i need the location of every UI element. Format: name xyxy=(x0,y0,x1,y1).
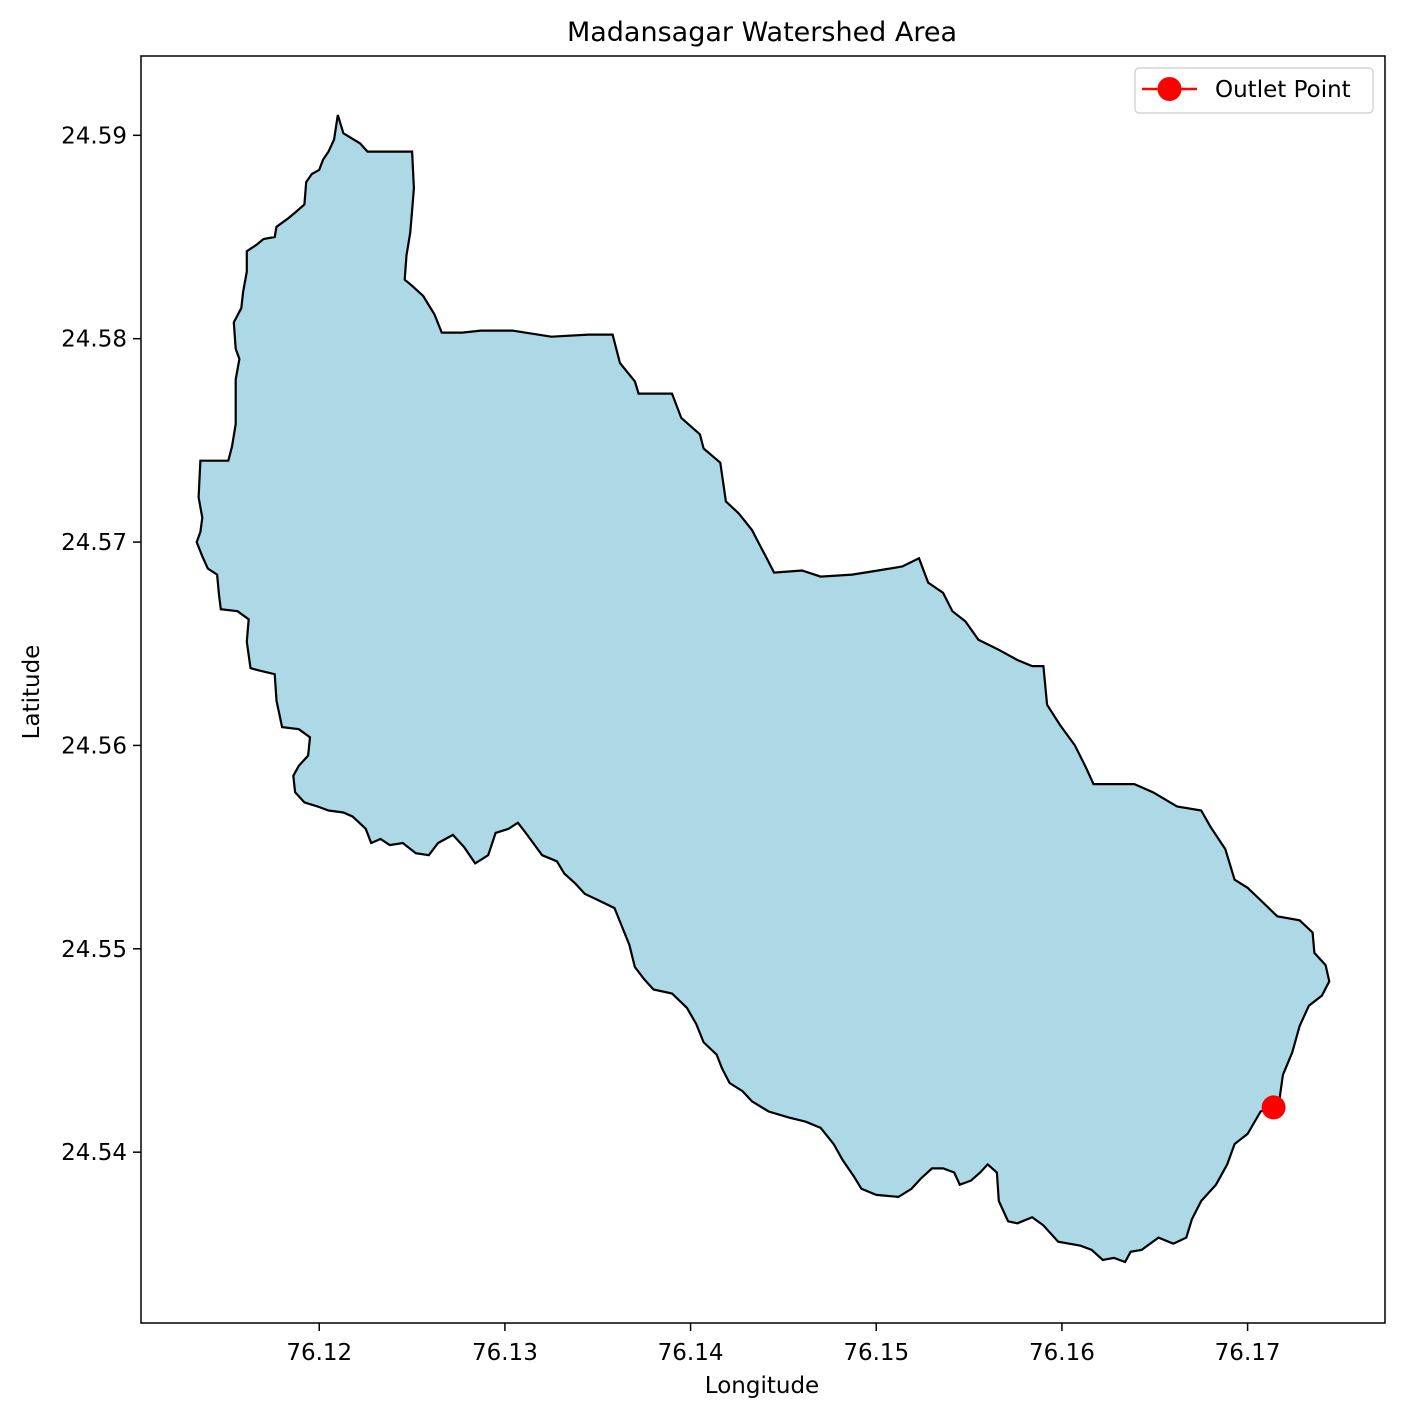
x-axis-title: Longitude xyxy=(705,1373,819,1399)
map-title: Madansagar Watershed Area xyxy=(567,17,957,48)
legend-frame xyxy=(1134,67,1374,114)
legend-outlet-marker xyxy=(1157,77,1182,101)
plot-area xyxy=(140,55,1386,1324)
y-axis-title: Latitude xyxy=(19,645,45,740)
y-tick-label: 24.58 xyxy=(61,327,127,353)
x-tick-label: 76.12 xyxy=(286,1340,352,1366)
x-axis: 76.12 76.13 76.14 76.15 76.16 76.17 xyxy=(286,1323,1281,1366)
y-tick-label: 24.55 xyxy=(61,937,127,963)
axes-frame xyxy=(140,55,1386,1324)
y-tick-label: 24.56 xyxy=(61,733,127,759)
x-tick-label: 76.13 xyxy=(472,1340,538,1366)
y-tick-label: 24.59 xyxy=(61,123,127,149)
y-axis: 24.54 24.55 24.56 24.57 24.58 24.59 xyxy=(61,123,141,1166)
legend-outlet-label: Outlet Point xyxy=(1215,77,1351,103)
watershed-polygon xyxy=(195,114,1331,1264)
legend: Outlet Point xyxy=(1134,67,1374,114)
y-tick-label: 24.57 xyxy=(61,530,127,556)
x-tick-label: 76.14 xyxy=(658,1340,724,1366)
x-tick-label: 76.15 xyxy=(843,1340,909,1366)
x-tick-label: 76.16 xyxy=(1029,1340,1095,1366)
y-tick-label: 24.54 xyxy=(61,1140,127,1166)
outlet-point-marker xyxy=(1261,1095,1286,1120)
x-tick-label: 76.17 xyxy=(1215,1340,1281,1366)
